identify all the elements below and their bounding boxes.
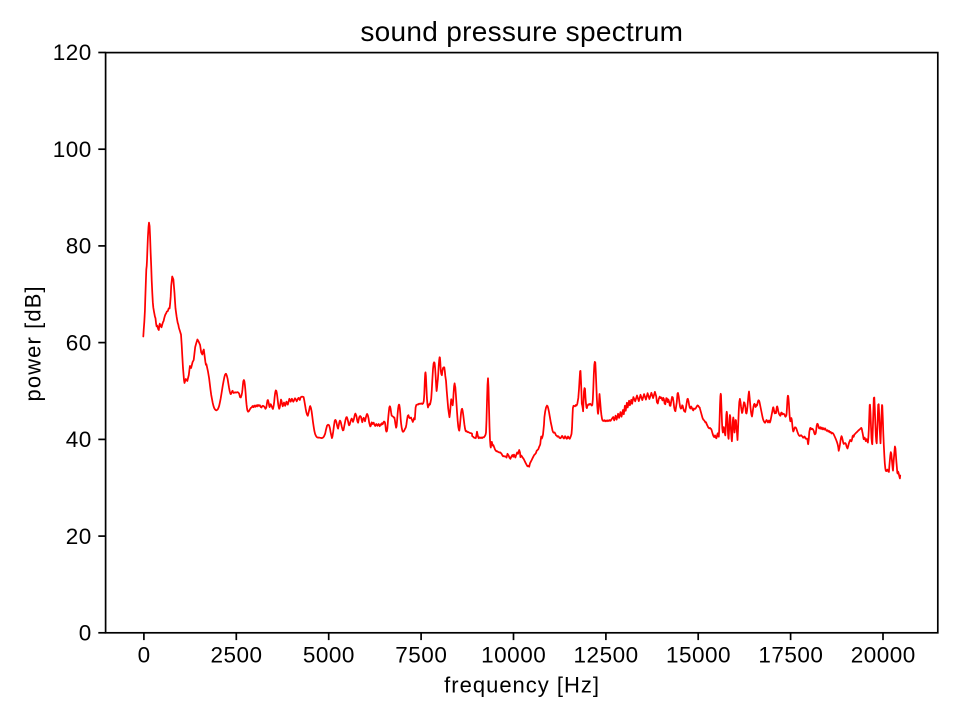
svg-text:40: 40 (66, 427, 92, 452)
svg-text:12500: 12500 (574, 642, 639, 667)
svg-text:2500: 2500 (211, 642, 263, 667)
svg-text:20000: 20000 (851, 642, 916, 667)
svg-text:80: 80 (66, 234, 92, 259)
svg-text:15000: 15000 (666, 642, 731, 667)
svg-text:10000: 10000 (481, 642, 546, 667)
svg-text:power [dB]: power [dB] (21, 285, 46, 401)
svg-text:sound pressure spectrum: sound pressure spectrum (360, 16, 683, 47)
svg-text:60: 60 (66, 330, 92, 355)
svg-text:17500: 17500 (758, 642, 823, 667)
svg-text:100: 100 (53, 137, 92, 162)
svg-text:0: 0 (79, 621, 92, 646)
svg-text:7500: 7500 (395, 642, 447, 667)
svg-text:5000: 5000 (303, 642, 355, 667)
svg-text:frequency [Hz]: frequency [Hz] (444, 672, 600, 697)
svg-text:20: 20 (66, 524, 92, 549)
svg-text:120: 120 (53, 40, 92, 65)
svg-text:0: 0 (138, 642, 151, 667)
